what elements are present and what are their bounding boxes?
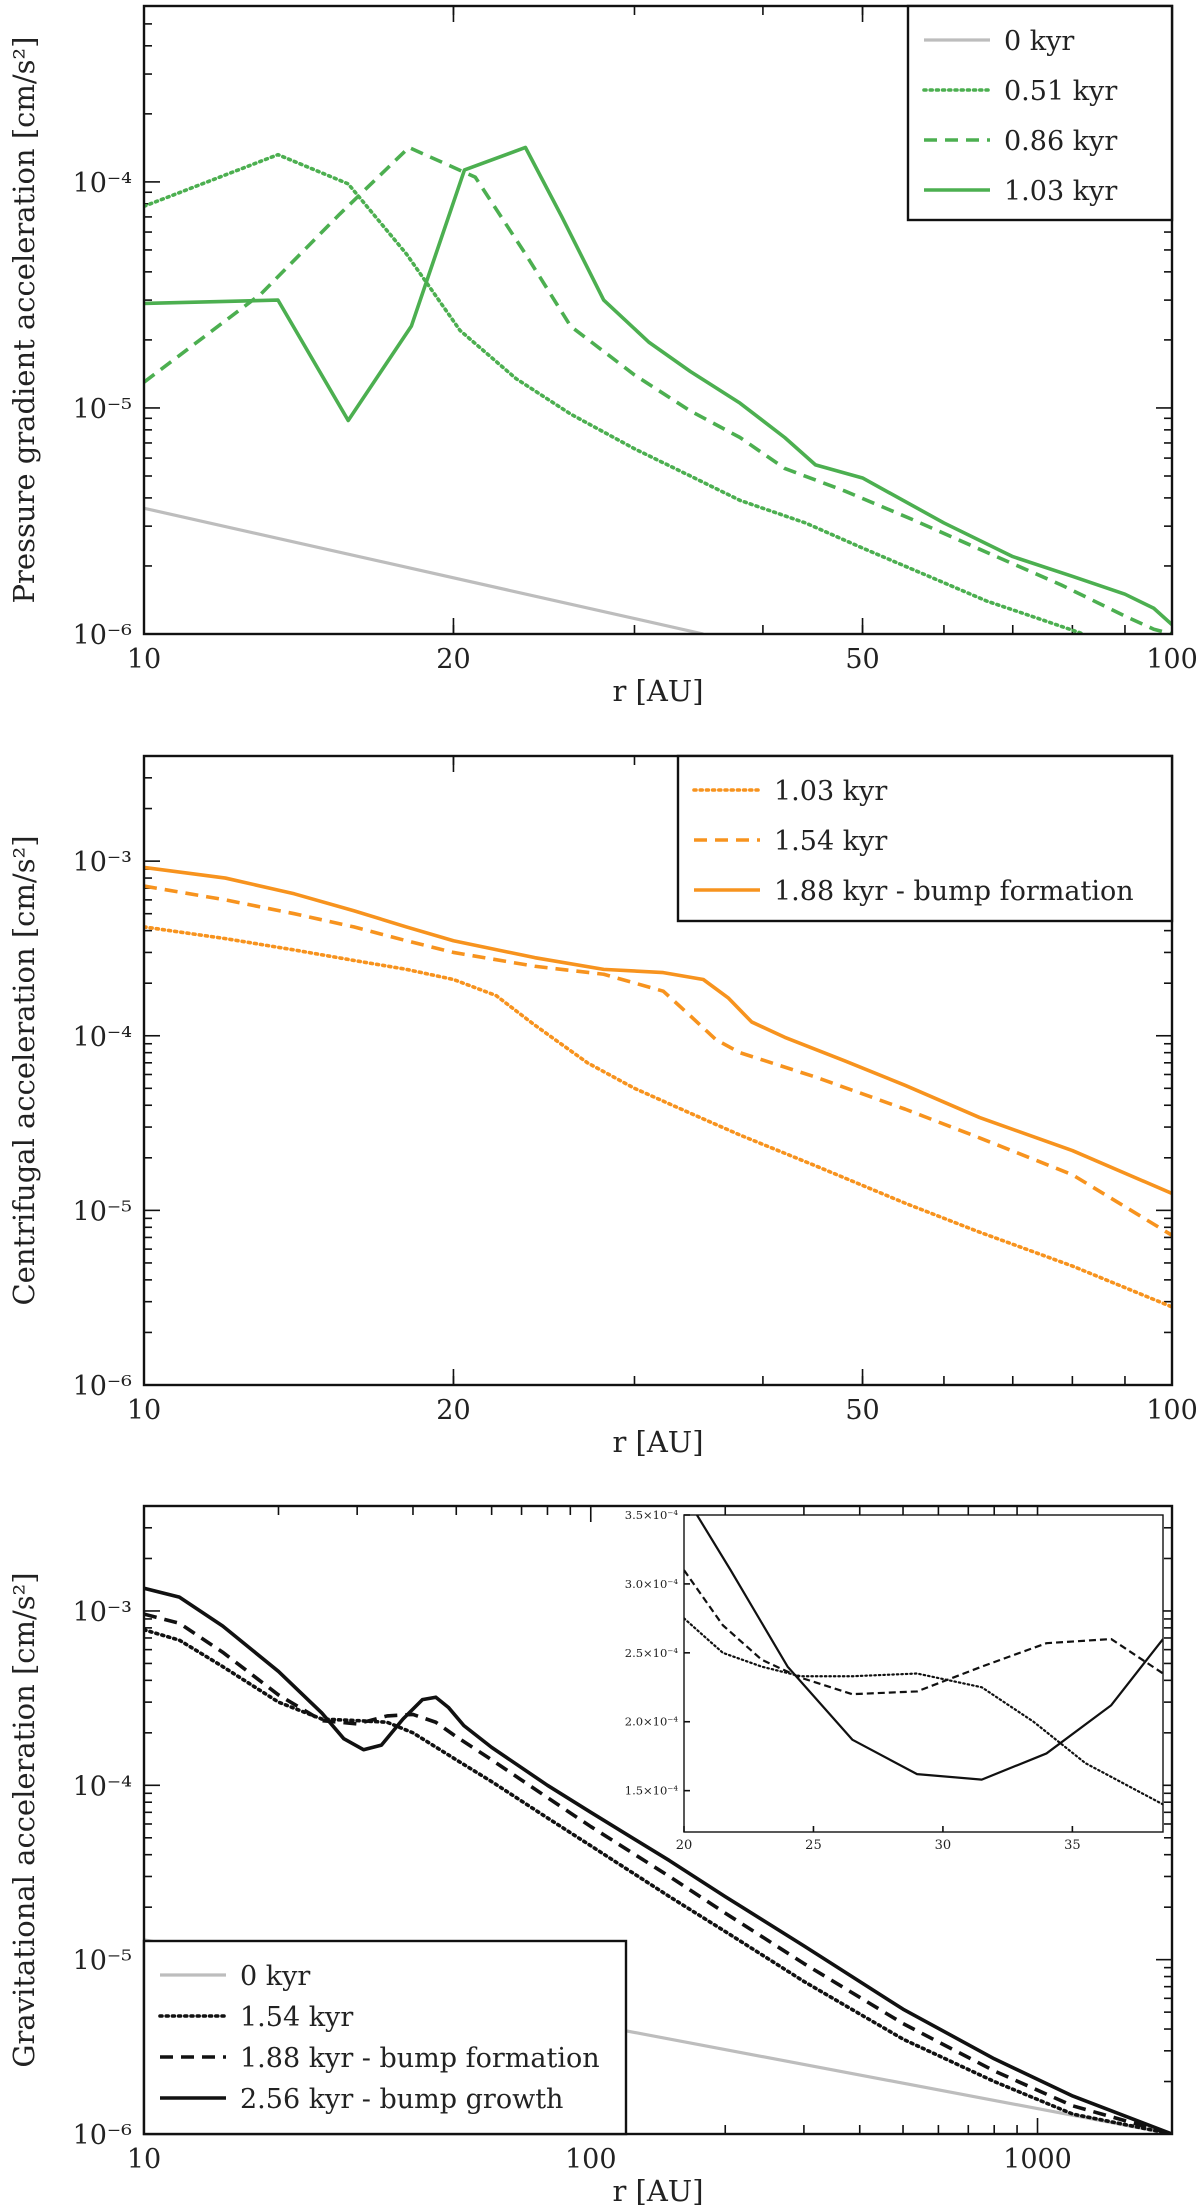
- plot-frame: [142, 1504, 1174, 2136]
- y-axis-label: Pressure gradient acceleration [cm/s²]: [7, 37, 41, 604]
- inset-series-line-2: [684, 1569, 1163, 1696]
- y-tick-label: 10⁻⁴: [73, 1771, 132, 1802]
- legend: 0 kyr 1.54 kyr 1.88 kyr - bump formation 2.…: [142, 1939, 628, 2136]
- series-line-2: [144, 1627, 1172, 2134]
- y-tick-label: 10⁻⁵: [73, 1946, 132, 1977]
- legend-label: 1.54 kyr: [774, 826, 887, 857]
- series-line-4: [144, 1586, 1172, 2134]
- legend-label: 0 kyr: [240, 1961, 310, 1992]
- inset-y-tick-label: 2.0×10⁻⁴: [625, 1715, 679, 1729]
- legend-label: 0.51 kyr: [1004, 76, 1117, 107]
- inset-series-group: [684, 1515, 1163, 1806]
- legend-label: 1.88 kyr - bump formation: [774, 876, 1134, 907]
- legend-label: 0.86 kyr: [1004, 126, 1117, 157]
- x-axis-label: r [AU]: [612, 1425, 703, 1459]
- inset-x-tick-label: 25: [805, 1838, 822, 1853]
- y-axis-label: Centrifugal acceleration [cm/s²]: [7, 835, 41, 1305]
- inset-x-tick-label: 35: [1064, 1838, 1081, 1853]
- chart-centrifugal: 10 20 50 100 10⁻⁶ 10⁻⁵ 10⁻⁴ 10⁻³ r [AU] Centrifug…: [7, 754, 1198, 1459]
- series-line-1: [144, 925, 1172, 1309]
- x-tick-label: 20: [436, 644, 470, 675]
- y-tick-label: 10⁻³: [73, 1597, 132, 1628]
- x-tick-label: 50: [845, 1395, 879, 1426]
- legend-box: [676, 754, 1174, 923]
- x-axis-label: r [AU]: [612, 674, 703, 708]
- series-line-3: [144, 1612, 1172, 2134]
- y-tick-label: 10⁻³: [73, 847, 132, 878]
- x-tick-label: 50: [845, 644, 879, 675]
- legend-label: 1.88 kyr - bump formation: [240, 2043, 600, 2074]
- legend-label: 2.56 kyr - bump growth: [240, 2084, 563, 2115]
- legend-box: [142, 1939, 628, 2136]
- x-tick-label: 100: [565, 2144, 617, 2175]
- inset-series-line-1: [684, 1617, 1163, 1806]
- x-tick-label: 100: [1146, 1395, 1198, 1426]
- legend-label: 1.03 kyr: [1004, 176, 1117, 207]
- legend: 0 kyr 0.51 kyr 0.86 kyr 1.03 kyr: [906, 4, 1174, 222]
- y-tick-label: 10⁻⁶: [73, 1371, 133, 1402]
- series-line-1: [144, 506, 704, 634]
- inset-y-tick-label: 2.5×10⁻⁴: [625, 1646, 679, 1660]
- legend-label: 1.54 kyr: [240, 2002, 353, 2033]
- inset-series-line-3: [696, 1515, 1163, 1781]
- inset-y-tick-label: 1.5×10⁻⁴: [625, 1784, 679, 1798]
- plot-frame: [142, 4, 1174, 636]
- series-line-4: [144, 145, 1172, 626]
- legend-box: [906, 4, 1174, 222]
- y-tick-label: 10⁻⁵: [73, 1196, 132, 1227]
- inset-y-tick-label: 3.5×10⁻⁴: [625, 1508, 679, 1522]
- series-line-3: [144, 865, 1172, 1196]
- series-line-2: [144, 152, 1086, 634]
- series-line-3: [144, 145, 1172, 634]
- x-tick-label: 1000: [1003, 2144, 1072, 2175]
- chart-gravitational: 10 100 1000 10⁻⁶ 10⁻⁵ 10⁻⁴ 10⁻³ r [AU] Gravitati…: [7, 1504, 1174, 2208]
- inset-chart: 20 25 30 35 1.5×10⁻⁴ 2.0×10⁻⁴ 2.5×10⁻⁴ 3.0×10⁻⁴…: [625, 1508, 1164, 1853]
- x-tick-label: 10: [127, 1395, 161, 1426]
- chart-pressure: 10 20 50 100 10⁻⁶ 10⁻⁵ 10⁻⁴ r [AU] Pressure grad…: [7, 4, 1198, 708]
- series-group: [144, 145, 1172, 634]
- y-tick-label: 10⁻⁵: [73, 394, 132, 425]
- y-tick-label: 10⁻⁶: [73, 2120, 133, 2151]
- x-tick-label: 100: [1146, 644, 1198, 675]
- y-tick-label: 10⁻⁴: [73, 168, 132, 199]
- x-axis-label: r [AU]: [612, 2174, 703, 2208]
- y-axis-label: Gravitational acceleration [cm/s²]: [7, 1572, 41, 2067]
- y-tick-label: 10⁻⁴: [73, 1022, 132, 1053]
- inset-x-tick-label: 20: [676, 1838, 693, 1853]
- y-tick-label: 10⁻⁶: [73, 620, 133, 651]
- x-tick-label: 10: [127, 644, 161, 675]
- x-tick-label: 20: [436, 1395, 470, 1426]
- legend-label: 1.03 kyr: [774, 776, 887, 807]
- inset-frame: [683, 1514, 1164, 1833]
- x-tick-label: 10: [127, 2144, 161, 2175]
- series-group: [144, 865, 1172, 1309]
- inset-y-tick-label: 3.0×10⁻⁴: [625, 1577, 679, 1591]
- series-line-2: [144, 884, 1172, 1237]
- legend-label: 0 kyr: [1004, 26, 1074, 57]
- plot-frame: [142, 754, 1174, 1387]
- inset-x-tick-label: 30: [935, 1838, 952, 1853]
- legend: 1.03 kyr 1.54 kyr 1.88 kyr - bump formatio…: [676, 754, 1174, 923]
